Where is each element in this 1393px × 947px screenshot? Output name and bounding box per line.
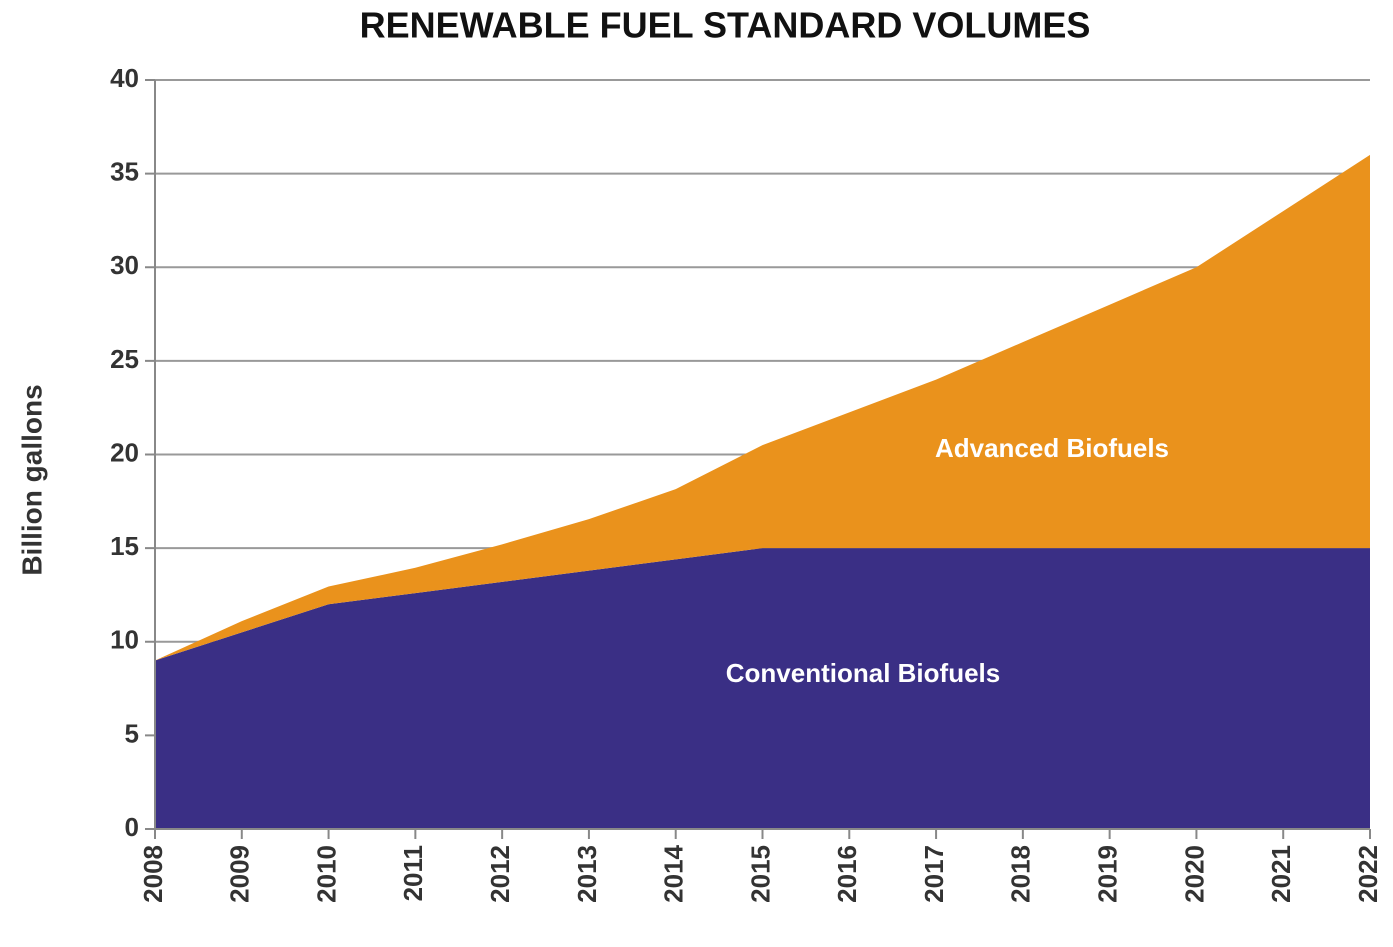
y-tick-label: 25 [110,344,139,374]
x-tick-label: 2013 [572,845,602,903]
series-label: Advanced Biofuels [935,433,1169,463]
area [155,548,1370,829]
x-tick-label: 2020 [1179,845,1209,903]
areas: Conventional Biofuels Advanced Biofuels [155,154,1370,829]
x-tick-label: 2018 [1006,845,1036,903]
y-tick-label: 40 [110,63,139,93]
series-label: Conventional Biofuels [726,658,1000,688]
y-tick-label: 0 [125,812,139,842]
x-tick-label: 2019 [1093,845,1123,903]
axes: 0 5 10 15 20 25 30 35 40 2008 2009 2010 2011 2012 2013… [110,63,1383,903]
x-tick-label: 2011 [398,845,428,901]
x-tick-label: 2022 [1353,845,1383,903]
x-tick-label: 2017 [919,845,949,903]
y-tick-label: 35 [110,157,139,187]
y-tick-label: 10 [110,625,139,655]
y-axis-label: Billion gallons [16,384,47,575]
x-tick-label: 2012 [485,845,515,903]
x-tick-label: 2010 [311,845,341,903]
x-tick-label: 2014 [659,844,689,902]
x-tick-label: 2016 [832,845,862,903]
x-tick-label: 2009 [225,845,255,903]
y-tick-label: 30 [110,250,139,280]
x-tick-label: 2008 [138,845,168,903]
y-tick-label: 5 [125,718,139,748]
area [155,154,1370,661]
chart-title: RENEWABLE FUEL STANDARD VOLUMES [360,5,1091,46]
x-tick-label: 2015 [745,845,775,903]
x-tick-label: 2021 [1266,845,1296,903]
y-tick-label: 15 [110,531,139,561]
y-tick-label: 20 [110,437,139,467]
